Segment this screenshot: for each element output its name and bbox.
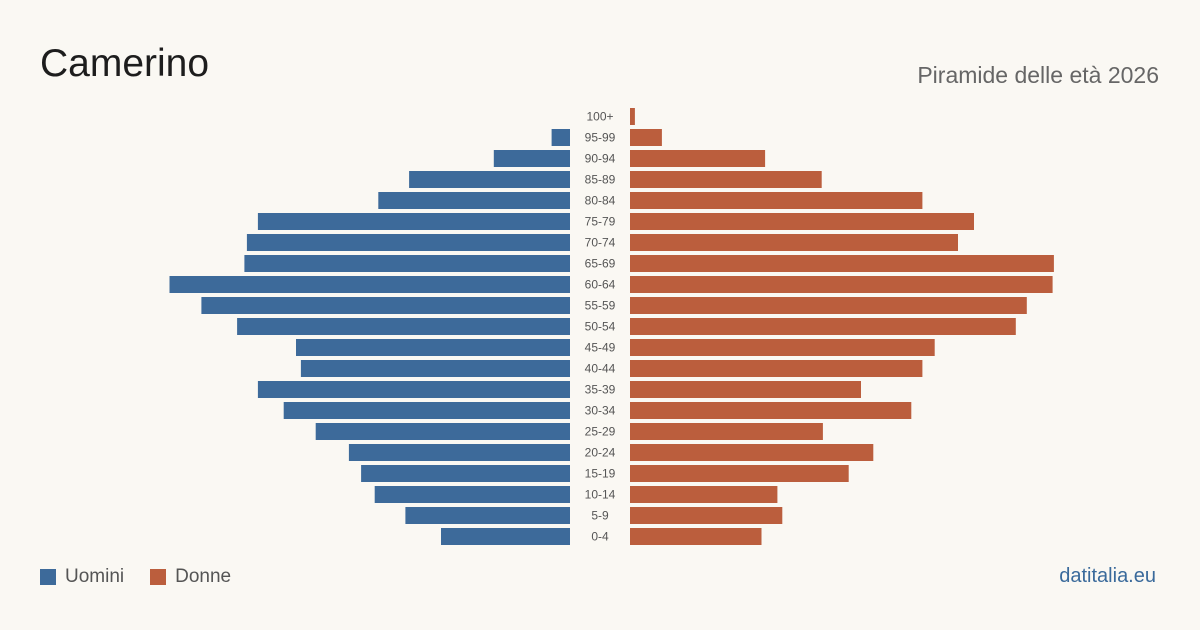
bar-men-30-34 xyxy=(283,402,570,419)
brand-link[interactable]: datitalia.eu xyxy=(1059,565,1156,587)
bar-men-95-99 xyxy=(551,129,570,146)
bar-men-60-64 xyxy=(169,276,570,293)
legend-item-men: Uomini xyxy=(40,566,124,588)
bar-women-65-69 xyxy=(630,255,1054,272)
chart-subtitle: Piramide delle età 2026 xyxy=(917,62,1159,88)
bar-men-90-94 xyxy=(493,150,570,167)
age-group-label: 80-84 xyxy=(585,194,616,208)
age-group-label: 55-59 xyxy=(585,299,616,313)
bar-women-35-39 xyxy=(630,381,861,398)
bar-men-50-54 xyxy=(237,318,570,335)
bar-men-0-4 xyxy=(441,528,570,545)
age-group-label: 90-94 xyxy=(585,152,616,166)
bar-women-50-54 xyxy=(630,318,1016,335)
legend-label-women: Donne xyxy=(175,566,232,587)
bar-women-85-89 xyxy=(630,171,822,188)
bar-women-100+ xyxy=(630,108,635,125)
age-group-label: 85-89 xyxy=(585,173,616,187)
age-group-label: 50-54 xyxy=(585,320,616,334)
age-group-label: 30-34 xyxy=(585,404,616,418)
legend-item-women: Donne xyxy=(150,566,231,588)
bar-men-25-29 xyxy=(315,423,570,440)
age-group-label: 35-39 xyxy=(585,383,616,397)
bar-men-55-59 xyxy=(201,297,570,314)
bar-women-45-49 xyxy=(630,339,935,356)
bar-men-10-14 xyxy=(374,486,570,503)
bar-women-80-84 xyxy=(630,192,923,209)
age-group-label: 0-4 xyxy=(591,530,609,544)
bar-men-40-44 xyxy=(300,360,570,377)
age-group-label: 20-24 xyxy=(585,446,616,460)
bar-men-80-84 xyxy=(378,192,570,209)
bar-men-85-89 xyxy=(409,171,570,188)
bar-women-90-94 xyxy=(630,150,766,167)
page-title: Camerino xyxy=(40,42,210,85)
bar-women-95-99 xyxy=(630,129,662,146)
age-group-label: 45-49 xyxy=(585,341,616,355)
bar-men-5-9 xyxy=(405,507,570,524)
legend-label-men: Uomini xyxy=(65,566,125,587)
bar-women-40-44 xyxy=(630,360,923,377)
bar-men-15-19 xyxy=(361,465,570,482)
bar-women-70-74 xyxy=(630,234,958,251)
bar-women-10-14 xyxy=(630,486,778,503)
legend-swatch-women xyxy=(150,569,167,585)
bar-women-15-19 xyxy=(630,465,849,482)
bar-women-60-64 xyxy=(630,276,1053,293)
age-group-label: 10-14 xyxy=(585,488,616,502)
bar-women-5-9 xyxy=(630,507,783,524)
legend-swatch-men xyxy=(40,569,56,585)
bar-men-75-79 xyxy=(257,213,570,230)
age-group-label: 100+ xyxy=(586,110,613,124)
bar-women-0-4 xyxy=(630,528,762,545)
bar-women-25-29 xyxy=(630,423,823,440)
age-group-label: 70-74 xyxy=(585,236,616,250)
bar-men-35-39 xyxy=(257,381,570,398)
bar-women-30-34 xyxy=(630,402,912,419)
bar-men-70-74 xyxy=(246,234,570,251)
age-group-label: 40-44 xyxy=(585,362,616,376)
age-group-label: 60-64 xyxy=(585,278,616,292)
age-group-label: 75-79 xyxy=(585,215,616,229)
bar-women-75-79 xyxy=(630,213,974,230)
age-group-label: 15-19 xyxy=(585,467,616,481)
bar-men-65-69 xyxy=(244,255,570,272)
bar-men-20-24 xyxy=(348,444,570,461)
bar-women-55-59 xyxy=(630,297,1027,314)
age-group-label: 65-69 xyxy=(585,257,616,271)
bar-women-20-24 xyxy=(630,444,874,461)
age-group-label: 5-9 xyxy=(591,509,609,523)
age-group-label: 95-99 xyxy=(585,131,616,145)
legend: Uomini Donne xyxy=(40,566,257,588)
bar-men-45-49 xyxy=(296,339,570,356)
age-group-label: 25-29 xyxy=(585,425,616,439)
